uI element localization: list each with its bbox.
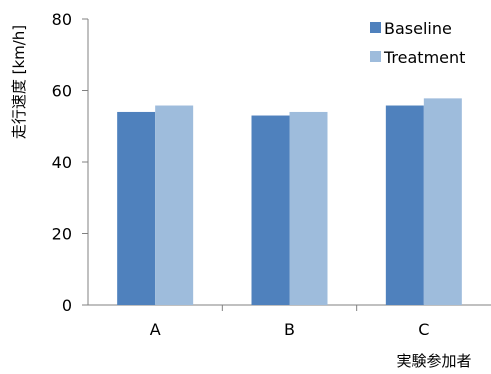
x-tick-label: A bbox=[150, 320, 161, 339]
y-axis-title: 走行速度 [km/h] bbox=[10, 25, 28, 139]
bar-baseline-b bbox=[251, 115, 290, 306]
x-axis-title: 実験参加者 bbox=[396, 352, 471, 370]
x-tick-label: C bbox=[418, 320, 429, 339]
x-axis-ticks: A B C bbox=[150, 305, 429, 339]
bar-baseline-c bbox=[385, 105, 424, 305]
bar-treatment-c bbox=[423, 98, 462, 306]
chart-legend: Baseline Treatment bbox=[370, 19, 465, 67]
y-tick-label: 0 bbox=[62, 296, 72, 315]
y-tick-label: 80 bbox=[52, 10, 72, 29]
legend-label-baseline: Baseline bbox=[384, 19, 452, 38]
x-tick-label: B bbox=[284, 320, 295, 339]
y-axis-ticks: 0 20 40 60 80 bbox=[52, 10, 88, 315]
y-tick-label: 60 bbox=[52, 82, 72, 101]
bar-treatment-b bbox=[289, 111, 328, 305]
y-tick-label: 40 bbox=[52, 153, 72, 172]
legend-swatch-baseline bbox=[370, 22, 381, 33]
chart-bars bbox=[117, 98, 462, 306]
bar-baseline-a bbox=[117, 111, 156, 305]
legend-label-treatment: Treatment bbox=[383, 48, 465, 67]
y-tick-label: 20 bbox=[52, 225, 72, 244]
legend-swatch-treatment bbox=[370, 51, 381, 62]
bar-treatment-a bbox=[155, 105, 194, 305]
